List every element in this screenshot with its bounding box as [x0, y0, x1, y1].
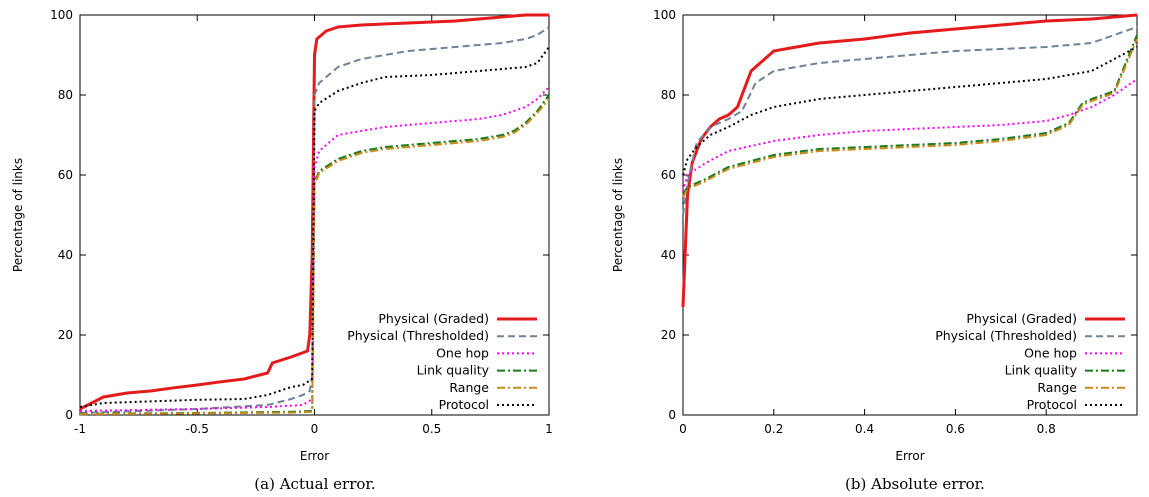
legend-label: Link quality	[1005, 363, 1078, 378]
series-line-protocol	[682, 46, 1138, 176]
x-axis-label: Error	[300, 449, 329, 463]
y-tick-label: 0	[65, 408, 73, 422]
legend-label: Link quality	[417, 363, 490, 378]
legend-label: One hop	[436, 345, 489, 360]
series-line-physical-graded	[79, 13, 549, 411]
figure-caption: (b) Absolute error.	[845, 475, 985, 493]
legend-label: Physical (Thresholded)	[935, 328, 1077, 343]
y-tick-label: 20	[58, 328, 73, 342]
y-tick-label: 100	[653, 8, 676, 22]
x-tick-label: 0	[679, 422, 687, 436]
legend: Physical (Graded) Physical (Thresholded) O…	[935, 311, 1125, 412]
legend-label: Physical (Graded)	[378, 311, 489, 326]
legend-label: Physical (Graded)	[966, 311, 1077, 326]
series-line-one-hop	[79, 86, 550, 412]
y-tick-label: 100	[50, 8, 73, 22]
y-tick-label: 60	[661, 168, 676, 182]
legend-label: Physical (Thresholded)	[347, 328, 489, 343]
series-line-range	[79, 98, 550, 416]
x-tick-label: -0.5	[186, 422, 209, 436]
y-axis-label: Percentage of links	[611, 158, 625, 272]
legend-label: Range	[1037, 380, 1077, 395]
y-axis-label: Percentage of links	[11, 158, 25, 272]
legend-label: Range	[449, 380, 489, 395]
series-line-one-hop	[682, 78, 1138, 192]
y-tick-label: 80	[661, 88, 676, 102]
x-tick-label: 1	[545, 422, 553, 436]
x-tick-label: 0.4	[855, 422, 874, 436]
chart-panel-b: 0 20 40 60 80 100 0 0.2 0.4 0.6 0.8 Error Percentage…	[611, 8, 1138, 493]
y-tick-label: 40	[58, 248, 73, 262]
series-line-physical-thresholded	[682, 26, 1138, 216]
x-tick-label: -1	[74, 422, 86, 436]
y-tick-label: 80	[58, 88, 73, 102]
x-axis-label: Error	[895, 449, 924, 463]
x-tick-label: 0.5	[422, 422, 441, 436]
series-line-physical-thresholded	[79, 26, 550, 414]
legend: Physical (Graded) Physical (Thresholded) O…	[347, 311, 537, 412]
y-tick-label: 0	[668, 408, 676, 422]
x-tick-label: 0	[311, 422, 319, 436]
legend-label: Protocol	[1027, 397, 1077, 412]
legend-label: Protocol	[439, 397, 489, 412]
series-line-physical-graded	[681, 13, 1138, 308]
series-line-link-quality	[79, 94, 550, 415]
chart-panel-a: 0 20 40 60 80 100 -1 -0.5 0 0.5 1 Error Percentage o…	[11, 8, 553, 493]
figure-caption: (a) Actual error.	[254, 475, 375, 493]
legend-label: One hop	[1024, 345, 1077, 360]
x-tick-label: 0.8	[1037, 422, 1056, 436]
y-tick-label: 20	[661, 328, 676, 342]
x-tick-label: 0.6	[946, 422, 965, 436]
x-tick-label: 0.2	[764, 422, 783, 436]
y-tick-label: 40	[661, 248, 676, 262]
y-tick-label: 60	[58, 168, 73, 182]
series-line-link-quality	[682, 34, 1138, 196]
series-line-range	[682, 38, 1138, 198]
